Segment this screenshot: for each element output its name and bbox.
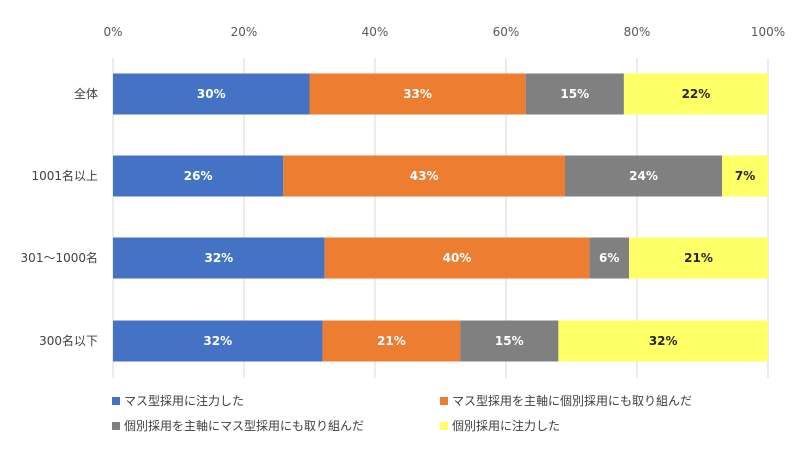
data-label: 21% — [684, 251, 713, 265]
category-label: 全体 — [74, 86, 98, 101]
bar-segment — [589, 237, 630, 279]
legend-item-individual: 個別採用に注力した — [440, 417, 560, 434]
legend-swatch-mass-main — [440, 396, 448, 405]
x-tick-label: 40% — [362, 25, 389, 39]
bar-segment — [113, 155, 284, 197]
data-label: 33% — [403, 87, 432, 101]
data-labels: 30% 33% 15% 22% 26% 43% 24% 7% 32% 40% 6% 21% 32% 21%… — [184, 87, 755, 348]
bar-segment — [623, 73, 768, 115]
x-tick-label: 60% — [493, 25, 520, 39]
x-axis-ticks: 0% 20% 40% 60% 80% 100% — [103, 25, 785, 39]
legend-swatch-individual-main — [112, 421, 120, 430]
data-label: 15% — [560, 87, 589, 101]
data-label: 43% — [410, 169, 439, 183]
data-label: 24% — [629, 169, 658, 183]
bar-segment — [113, 73, 310, 115]
legend-swatch-individual — [440, 421, 448, 430]
legend-item-individual-main: 個別採用を主軸にマス型採用にも取り組んだ — [112, 417, 364, 434]
data-label: 40% — [443, 251, 472, 265]
category-label: 1001名以上 — [31, 168, 98, 183]
data-label: 15% — [495, 334, 524, 348]
legend-label-mass-main: マス型採用を主軸に個別採用にも取り組んだ — [452, 394, 693, 408]
data-label: 26% — [184, 169, 213, 183]
legend-label-individual: 個別採用に注力した — [452, 419, 561, 433]
bar-segment — [309, 73, 526, 115]
legend-label-individual-main: 個別採用を主軸にマス型採用にも取り組んだ — [124, 419, 365, 433]
data-label: 32% — [203, 334, 232, 348]
category-label: 300名以下 — [39, 333, 98, 348]
data-label: 30% — [197, 87, 226, 101]
legend-item-mass: マス型採用に注力した — [112, 392, 244, 409]
category-label: 301～1000名 — [21, 250, 98, 265]
x-tick-label: 80% — [624, 25, 651, 39]
bar-segment — [113, 237, 325, 279]
data-label: 32% — [204, 251, 233, 265]
bar-segment — [460, 320, 559, 362]
x-tick-label: 100% — [751, 25, 785, 39]
bar-segment — [525, 73, 624, 115]
bar-segment — [722, 155, 768, 197]
category-labels: 全体 1001名以上 301～1000名 300名以下 — [21, 86, 98, 348]
bar-segment — [564, 155, 723, 197]
data-label: 22% — [682, 87, 711, 101]
legend-item-mass-main: マス型採用を主軸に個別採用にも取り組んだ — [440, 392, 692, 409]
legend-swatch-mass — [112, 396, 120, 405]
x-tick-label: 20% — [231, 25, 258, 39]
bar-segment — [558, 320, 768, 362]
data-label: 32% — [649, 334, 678, 348]
bar-segment — [324, 237, 590, 279]
bar-segment — [629, 237, 768, 279]
bars — [113, 73, 768, 362]
bar-segment — [283, 155, 565, 197]
x-tick-label: 0% — [103, 25, 122, 39]
bar-segment — [322, 320, 461, 362]
data-label: 6% — [599, 251, 619, 265]
data-label: 21% — [377, 334, 406, 348]
data-label: 7% — [735, 169, 755, 183]
bar-segment — [113, 320, 323, 362]
legend-label-mass: マス型採用に注力した — [124, 394, 245, 408]
